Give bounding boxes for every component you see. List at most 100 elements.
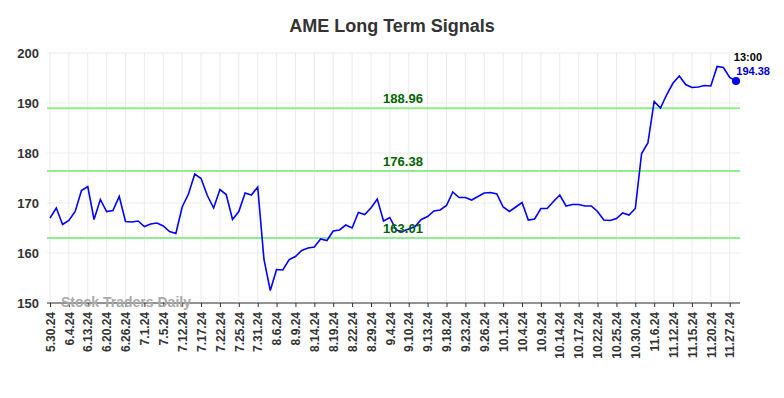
grid-line-x xyxy=(163,53,164,303)
x-tick-label: 10.4.24 xyxy=(516,312,530,352)
grid-line-x xyxy=(295,53,296,303)
y-tick-label: 190 xyxy=(17,96,39,111)
grid-line-x xyxy=(427,53,428,303)
grid-line-y xyxy=(47,53,740,54)
x-tick-mark xyxy=(635,303,636,307)
last-point xyxy=(732,77,740,85)
grid-line-x xyxy=(106,53,107,303)
x-tick-label: 7.25.24 xyxy=(233,312,247,352)
x-tick-label: 6.20.24 xyxy=(100,312,114,352)
x-tick: 7.22.24 xyxy=(214,303,228,352)
grid-line-x xyxy=(465,53,466,303)
x-tick: 11.20.24 xyxy=(705,303,719,358)
x-tick-label: 10.25.24 xyxy=(610,312,624,359)
x-tick-label: 8.22.24 xyxy=(346,312,360,352)
x-tick-mark xyxy=(465,303,466,307)
x-tick: 11.15.24 xyxy=(686,303,700,358)
grid-line-x xyxy=(352,53,353,303)
x-tick: 8.14.24 xyxy=(308,303,322,352)
x-tick-mark xyxy=(352,303,353,307)
grid-line-x xyxy=(578,53,579,303)
x-tick-mark xyxy=(541,303,542,307)
x-tick-mark xyxy=(258,303,259,307)
y-tick: 170 xyxy=(17,196,47,211)
x-tick: 8.29.24 xyxy=(365,303,379,352)
x-tick-mark xyxy=(484,303,485,307)
x-tick-label: 9.10.24 xyxy=(402,312,416,352)
x-tick-label: 8.9.24 xyxy=(289,312,303,346)
x-tick: 10.17.24 xyxy=(572,303,586,359)
x-tick: 7.31.24 xyxy=(251,303,265,352)
x-tick-label: 11.12.24 xyxy=(667,312,681,358)
reference-lines xyxy=(47,108,740,238)
x-tick-label: 7.22.24 xyxy=(214,312,228,352)
grid-line-x xyxy=(50,53,51,303)
x-tick: 9.18.24 xyxy=(440,303,454,352)
grid-line-x xyxy=(219,53,220,303)
x-tick-label: 9.4.24 xyxy=(384,312,398,346)
x-tick: 6.13.24 xyxy=(81,303,95,352)
x-tick-mark xyxy=(371,303,372,307)
x-tick-label: 10.22.24 xyxy=(591,312,605,359)
grid-line-x xyxy=(540,53,541,303)
x-tick-mark xyxy=(201,303,202,307)
x-tick: 9.26.24 xyxy=(478,303,492,352)
x-tick-label: 10.17.24 xyxy=(572,312,586,359)
grid-line-x xyxy=(238,53,239,303)
grid-line-x xyxy=(125,53,126,303)
x-tick: 10.22.24 xyxy=(591,303,605,359)
x-tick: 8.9.24 xyxy=(289,303,303,345)
grid xyxy=(47,53,740,303)
last-value-label: 194.38 xyxy=(736,65,770,77)
reference-label: 176.38 xyxy=(383,154,423,169)
y-axis-line xyxy=(47,54,48,304)
y-tick: 160 xyxy=(17,246,47,261)
reference-label: 188.96 xyxy=(383,91,423,106)
x-tick-label: 9.26.24 xyxy=(478,312,492,352)
x-tick-label: 11.15.24 xyxy=(686,312,700,358)
x-tick: 11.27.24 xyxy=(723,303,737,358)
y-tick: 150 xyxy=(17,296,47,311)
reference-line xyxy=(47,170,740,172)
grid-line-x xyxy=(446,53,447,303)
y-axis: 150 160 170 180 190 200 xyxy=(17,46,47,311)
x-tick: 8.22.24 xyxy=(346,303,360,352)
y-tick: 200 xyxy=(17,46,47,61)
x-tick: 10.30.24 xyxy=(629,303,643,359)
x-tick-label: 6.13.24 xyxy=(81,312,95,352)
x-tick-mark xyxy=(598,303,599,307)
grid-line-x xyxy=(276,53,277,303)
y-tick-label: 160 xyxy=(17,246,39,261)
x-tick-label: 11.20.24 xyxy=(705,312,719,358)
grid-line-x xyxy=(635,53,636,303)
x-tick-mark xyxy=(654,303,655,307)
grid-line-x xyxy=(691,53,692,303)
x-tick-label: 7.12.24 xyxy=(176,312,190,352)
plot-area xyxy=(50,67,740,291)
grid-line-x xyxy=(257,53,258,303)
x-axis: 5.30.246.4.246.13.246.20.246.26.247.1.24… xyxy=(44,303,740,359)
y-tick-label: 150 xyxy=(17,296,39,311)
x-tick-mark xyxy=(503,303,504,307)
x-tick-label: 8.29.24 xyxy=(365,312,379,352)
y-tick: 180 xyxy=(17,146,47,161)
x-tick-mark xyxy=(239,303,240,307)
grid-line-x xyxy=(597,53,598,303)
x-tick-mark xyxy=(409,303,410,307)
watermark: Stock Traders Daily xyxy=(61,294,191,310)
x-tick-label: 10.30.24 xyxy=(629,312,643,359)
x-tick: 8.6.24 xyxy=(270,303,284,345)
x-tick-label: 6.26.24 xyxy=(119,312,133,352)
x-tick: 7.25.24 xyxy=(233,303,247,352)
chart: 1501601701801902005.30.246.4.246.13.246.… xyxy=(0,0,784,398)
title: AME Long Term Signals xyxy=(289,16,495,36)
grid-line-x xyxy=(503,53,504,303)
x-tick: 5.30.24 xyxy=(44,303,58,352)
grid-line-x xyxy=(616,53,617,303)
grid-line-x xyxy=(87,53,88,303)
x-tick-mark xyxy=(692,303,693,307)
x-tick-label: 8.19.24 xyxy=(327,312,341,352)
x-tick: 10.9.24 xyxy=(535,303,549,352)
x-tick: 6.26.24 xyxy=(119,303,133,352)
grid-line-x xyxy=(68,53,69,303)
